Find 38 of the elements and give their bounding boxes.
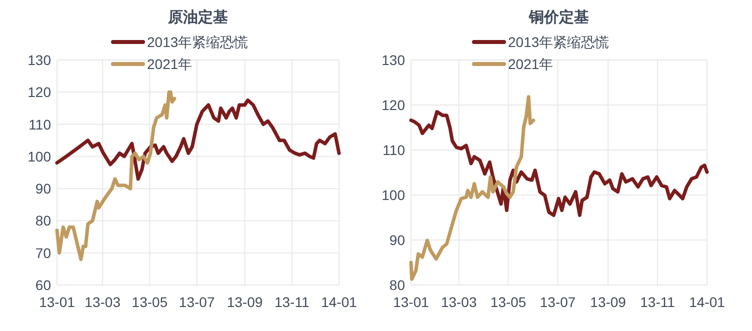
x-tick-label: 13-05 [490, 294, 526, 310]
chart-title: 铜价定基 [528, 8, 589, 26]
y-tick-label: 100 [28, 148, 52, 164]
line-series [409, 110, 709, 217]
y-tick-label: 100 [382, 187, 406, 203]
x-tick-label: 13-09 [226, 294, 263, 310]
x-tick-label: 14-01 [321, 294, 358, 310]
x-tick-label: 13-03 [84, 294, 121, 310]
y-tick-label: 80 [389, 277, 406, 293]
x-tick-label: 13-03 [440, 294, 477, 310]
y-tick-label: 90 [35, 180, 52, 197]
legend-label: 2013年紧缩恐慌 [508, 34, 610, 50]
x-tick-label: 13-05 [132, 294, 168, 310]
x-tick-label: 14-01 [689, 294, 726, 310]
legend-label: 2013年紧缩恐慌 [147, 34, 248, 50]
x-tick-label: 13-09 [590, 294, 626, 310]
chart-title: 原油定基 [167, 8, 228, 26]
x-tick-label: 13-01 [393, 294, 430, 310]
y-tick-label: 80 [35, 212, 52, 229]
x-tick-label: 13-07 [178, 294, 215, 310]
line-series [55, 98, 341, 181]
y-tick-label: 70 [35, 244, 52, 261]
line-series [55, 90, 176, 262]
y-tick-label: 90 [389, 232, 406, 248]
y-tick-label: 110 [28, 116, 52, 132]
y-tick-label: 120 [382, 97, 406, 113]
x-tick-label: 13-11 [274, 294, 310, 310]
y-tick-label: 120 [28, 84, 52, 100]
legend-label: 2021年 [508, 56, 554, 72]
line-series [409, 95, 536, 281]
y-tick-label: 60 [35, 277, 52, 293]
x-tick-label: 13-07 [540, 294, 576, 310]
y-tick-label: 110 [382, 142, 406, 158]
x-tick-label: 13-11 [640, 294, 676, 310]
x-tick-label: 13-01 [39, 294, 76, 310]
legend-label: 2021年 [147, 56, 192, 72]
y-tick-label: 130 [28, 52, 52, 68]
y-tick-label: 130 [382, 52, 406, 68]
